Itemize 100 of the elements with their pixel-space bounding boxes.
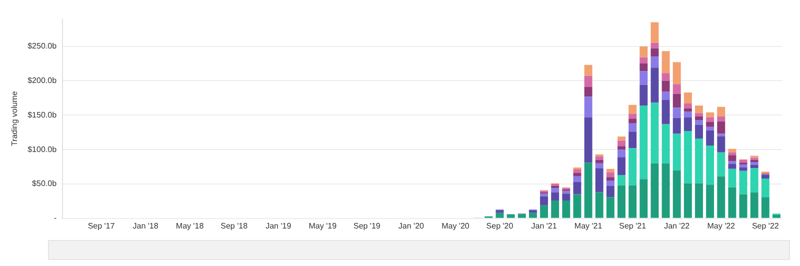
x-tick-label: Jan '19 bbox=[266, 221, 292, 230]
bar bbox=[695, 120, 703, 125]
bar bbox=[540, 205, 548, 218]
x-tick-label: Jan '18 bbox=[132, 221, 159, 230]
bar bbox=[518, 214, 526, 218]
y-tick-label: - bbox=[54, 214, 57, 223]
bar bbox=[573, 172, 582, 176]
bar bbox=[662, 124, 670, 164]
bar bbox=[496, 212, 504, 218]
bar bbox=[750, 168, 758, 192]
bar bbox=[728, 164, 736, 169]
bar bbox=[728, 168, 736, 188]
bar bbox=[650, 42, 659, 48]
bar bbox=[606, 177, 614, 181]
bar bbox=[717, 121, 726, 134]
bar bbox=[551, 192, 560, 201]
y-tick-label: $150.0b bbox=[28, 110, 58, 120]
bar bbox=[662, 163, 670, 218]
y-axis-title: Trading volume bbox=[10, 90, 20, 146]
bar bbox=[695, 183, 703, 218]
x-tick-label: Sep '22 bbox=[752, 221, 780, 230]
bar bbox=[672, 134, 681, 170]
bar bbox=[750, 162, 758, 165]
y-tick-label: $100.0b bbox=[28, 144, 58, 154]
bar bbox=[573, 182, 582, 194]
y-tick-label: $250.0b bbox=[28, 42, 58, 51]
bar bbox=[662, 100, 670, 124]
bar bbox=[761, 178, 770, 198]
bar bbox=[650, 102, 659, 164]
bar bbox=[750, 192, 758, 218]
bar bbox=[584, 76, 592, 87]
x-tick-label: Sep '21 bbox=[619, 221, 647, 230]
x-tick-label: May '19 bbox=[308, 221, 338, 230]
bar bbox=[650, 163, 659, 218]
bar bbox=[618, 175, 626, 186]
bar bbox=[772, 214, 780, 218]
bar bbox=[595, 192, 604, 218]
bar bbox=[662, 51, 670, 74]
bar bbox=[528, 210, 537, 213]
bar bbox=[728, 187, 736, 218]
bar bbox=[650, 68, 659, 103]
bar bbox=[684, 103, 692, 108]
bar bbox=[618, 140, 626, 146]
bar bbox=[640, 46, 648, 58]
bar bbox=[618, 150, 626, 158]
bar bbox=[706, 145, 714, 185]
bar bbox=[728, 155, 736, 162]
y-tick-label: $200.0b bbox=[28, 76, 58, 85]
bar bbox=[672, 84, 681, 94]
bar bbox=[640, 64, 648, 72]
bar bbox=[595, 163, 604, 168]
x-tick-label: Jan '21 bbox=[531, 221, 558, 230]
bar bbox=[672, 62, 681, 84]
x-tick-label: May '18 bbox=[176, 221, 204, 230]
x-tick-label: Sep '20 bbox=[486, 221, 514, 230]
bar bbox=[584, 86, 592, 97]
x-tick-label: May '22 bbox=[707, 221, 736, 230]
bar bbox=[640, 57, 648, 64]
bar bbox=[640, 71, 648, 85]
x-tick-label: Jan '20 bbox=[398, 221, 425, 230]
bar bbox=[662, 73, 670, 81]
bar bbox=[739, 164, 748, 168]
bar bbox=[584, 117, 592, 163]
bar bbox=[728, 161, 736, 164]
bar bbox=[640, 106, 648, 180]
bar bbox=[728, 152, 736, 156]
bar bbox=[595, 156, 604, 160]
bar bbox=[540, 194, 548, 196]
bar bbox=[618, 136, 626, 141]
bar bbox=[562, 200, 570, 218]
bar bbox=[684, 130, 692, 184]
bar bbox=[672, 108, 681, 118]
bar bbox=[584, 96, 592, 118]
bar bbox=[606, 168, 614, 172]
y-tick-label: $50.0b bbox=[32, 179, 58, 188]
bar bbox=[595, 168, 604, 192]
bar bbox=[606, 197, 614, 218]
bar bbox=[573, 167, 582, 170]
bar bbox=[562, 194, 570, 201]
bar bbox=[584, 64, 592, 76]
bar bbox=[506, 214, 515, 218]
x-tick-label: Jan '22 bbox=[664, 221, 690, 230]
bar bbox=[628, 118, 637, 124]
bar bbox=[618, 157, 626, 176]
bar bbox=[761, 197, 770, 218]
bar bbox=[706, 112, 714, 118]
x-tick-label: Sep '18 bbox=[220, 221, 248, 230]
x-tick-label: Sep '17 bbox=[88, 221, 116, 230]
bar bbox=[672, 118, 681, 134]
bar bbox=[562, 190, 570, 194]
bar bbox=[584, 162, 592, 218]
bar bbox=[717, 152, 726, 176]
bar bbox=[695, 116, 703, 120]
bar bbox=[606, 186, 614, 198]
bar bbox=[650, 48, 659, 57]
bar bbox=[672, 170, 681, 218]
bar bbox=[684, 183, 692, 218]
bar bbox=[706, 130, 714, 146]
bar bbox=[650, 22, 659, 43]
bar bbox=[628, 114, 637, 119]
